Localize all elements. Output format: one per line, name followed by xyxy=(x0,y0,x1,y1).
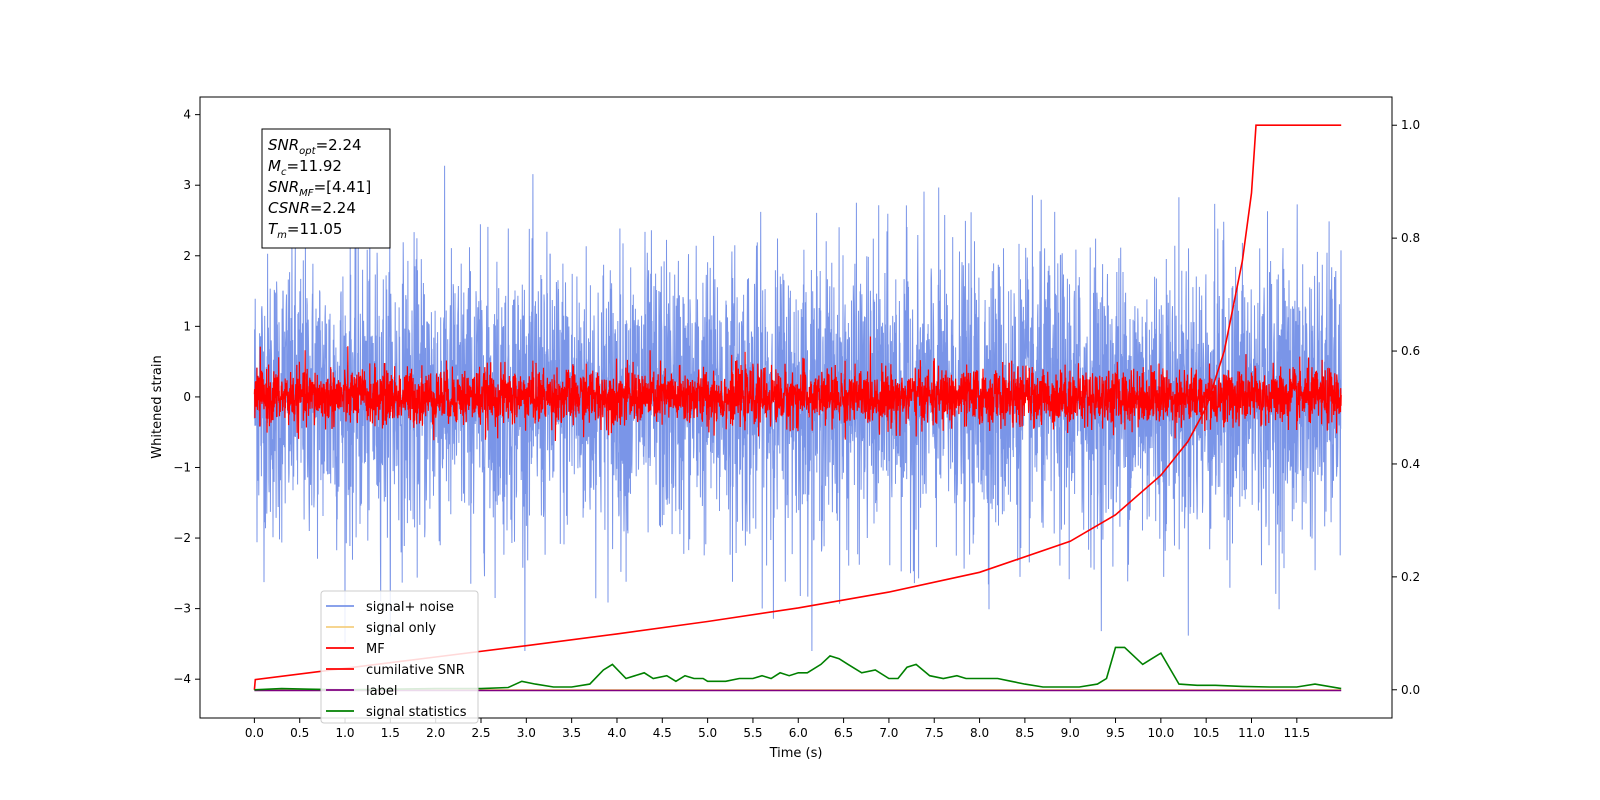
x-tick-label: 4.5 xyxy=(653,726,672,740)
y-tick-label: 0 xyxy=(183,390,191,404)
y-tick-label: 3 xyxy=(183,178,191,192)
legend-label: label xyxy=(366,684,397,699)
legend-label: signal+ noise xyxy=(366,600,454,615)
x-tick-label: 5.0 xyxy=(698,726,717,740)
y2-tick-label: 1.0 xyxy=(1401,118,1420,132)
x-tick-label: 8.5 xyxy=(1015,726,1034,740)
annotation-line: SNRopt=2.24 xyxy=(268,136,362,157)
y2-tick-label: 0.8 xyxy=(1401,231,1420,245)
annotation-line: Tm=11.05 xyxy=(268,220,342,241)
annotation-line: CSNR=2.24 xyxy=(268,199,356,217)
x-tick-label: 7.0 xyxy=(879,726,898,740)
y-axis-ticks: 4 3 2 1 0 −1 −2 −3 −4 xyxy=(173,108,200,686)
y-tick-label: −1 xyxy=(173,460,191,474)
y2-tick-label: 0.0 xyxy=(1401,683,1420,697)
y2-axis-ticks: 1.0 0.8 0.6 0.4 0.2 0.0 xyxy=(1392,118,1420,697)
x-tick-label: 2.5 xyxy=(471,726,490,740)
x-axis-label: Time (s) xyxy=(769,746,823,761)
y2-tick-label: 0.4 xyxy=(1401,457,1420,471)
x-tick-label: 6.5 xyxy=(834,726,853,740)
x-tick-label: 3.0 xyxy=(517,726,536,740)
y-tick-label: 4 xyxy=(183,108,191,122)
y2-tick-label: 0.6 xyxy=(1401,344,1420,358)
x-tick-label: 4.0 xyxy=(607,726,626,740)
x-tick-label: 0.0 xyxy=(245,726,264,740)
y-tick-label: −3 xyxy=(173,602,191,616)
plot-frame xyxy=(199,96,1393,719)
x-tick-label: 8.0 xyxy=(970,726,989,740)
series-mf xyxy=(253,336,1342,442)
x-tick-label: 10.0 xyxy=(1147,726,1174,740)
y-tick-label: −4 xyxy=(173,672,191,686)
x-axis-ticks: 0.0 0.5 1.0 1.5 2.0 2.5 3.0 3.5 4.0 4.5 5.0 5.5 6.0 6… xyxy=(245,718,1310,740)
x-tick-label: 6.0 xyxy=(789,726,808,740)
series-signal-statistics xyxy=(254,646,1342,691)
x-tick-label: 3.5 xyxy=(562,726,581,740)
legend-label: signal only xyxy=(366,621,436,636)
legend-label: cumilative SNR xyxy=(366,663,465,678)
y-axis-label: Whitened strain xyxy=(150,355,165,458)
x-tick-label: 5.5 xyxy=(743,726,762,740)
x-tick-label: 1.0 xyxy=(335,726,354,740)
x-tick-label: 11.5 xyxy=(1283,726,1310,740)
legend-label: MF xyxy=(366,642,385,657)
x-tick-label: 7.5 xyxy=(925,726,944,740)
x-tick-label: 0.5 xyxy=(290,726,309,740)
legend-label: signal statistics xyxy=(366,705,467,720)
annotation-line: SNRMF=[4.41] xyxy=(268,178,371,199)
annotation-line: Mc=11.92 xyxy=(268,157,342,178)
y-tick-label: −2 xyxy=(173,531,191,545)
y-tick-label: 1 xyxy=(183,319,191,333)
x-tick-label: 10.5 xyxy=(1193,726,1220,740)
x-tick-label: 9.5 xyxy=(1106,726,1125,740)
annotation-box: SNRopt=2.24Mc=11.92SNRMF=[4.41]CSNR=2.24… xyxy=(261,128,391,249)
x-tick-label: 9.0 xyxy=(1061,726,1080,740)
x-tick-label: 2.0 xyxy=(426,726,445,740)
x-tick-label: 11.0 xyxy=(1238,726,1265,740)
x-tick-label: 1.5 xyxy=(381,726,400,740)
y-tick-label: 2 xyxy=(183,249,191,263)
legend: signal+ noise signal only MF cumilative SNR… xyxy=(320,590,479,724)
y2-tick-label: 0.2 xyxy=(1401,570,1420,584)
